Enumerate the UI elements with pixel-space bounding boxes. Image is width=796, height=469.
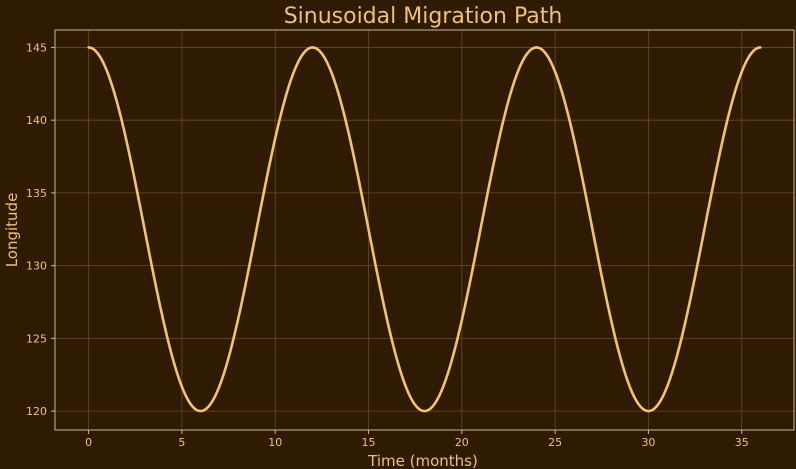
y-axis-label: Longitude — [3, 193, 21, 268]
x-tick-label: 5 — [178, 436, 185, 449]
series-line-group — [87, 46, 762, 413]
chart-title: Sinusoidal Migration Path — [284, 4, 563, 29]
y-tick-label: 125 — [26, 332, 47, 345]
y-tick-label: 135 — [26, 187, 47, 200]
plot-frame — [54, 29, 795, 431]
x-axis-label: Time (months) — [367, 452, 478, 469]
grid — [55, 30, 794, 430]
y-tick-label: 120 — [26, 405, 47, 418]
x-tick-label: 35 — [735, 436, 749, 449]
x-tick-label: 0 — [85, 436, 92, 449]
y-tick-label: 130 — [26, 260, 47, 273]
x-tick-label: 25 — [548, 436, 562, 449]
x-tick-label: 20 — [455, 436, 469, 449]
x-tick-label: 30 — [641, 436, 655, 449]
series-line — [87, 46, 762, 413]
ticks: 0 5 10 15 20 25 30 35 120 125 130 135 140 145 — [26, 41, 749, 449]
x-tick-label: 10 — [268, 436, 282, 449]
x-tick-label: 15 — [362, 436, 376, 449]
y-tick-label: 145 — [26, 41, 47, 54]
y-tick-label: 140 — [26, 114, 47, 127]
